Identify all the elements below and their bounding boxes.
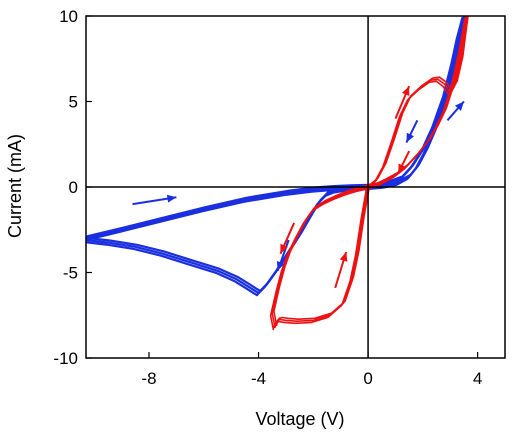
x-tick-label: 4 — [473, 369, 482, 388]
tick-layer: -8 -4 0 4 -10 -5 0 5 10 — [53, 7, 482, 388]
y-tick-label: 10 — [59, 7, 78, 26]
series-0-segment-4-trace-2 — [365, 17, 464, 191]
x-tick-label: -4 — [251, 369, 266, 388]
series-1-segment-3-trace-1 — [438, 16, 469, 92]
series-0-segment-0-trace-0 — [86, 238, 260, 295]
series-1-segment-2-trace-2 — [365, 80, 438, 190]
series-1-segment-2-trace-1 — [368, 76, 441, 186]
series-0-segment-0-trace-2 — [86, 241, 258, 297]
series-1-segment-4-trace-2 — [365, 17, 466, 190]
series-0-segment-4-trace-1 — [368, 16, 467, 186]
series-0-arrow-2 — [276, 239, 290, 272]
x-axis-title: Voltage (V) — [255, 409, 344, 429]
series-1-segment-0-trace-1 — [275, 184, 371, 327]
data-layer — [86, 16, 469, 331]
series-0-segment-2-trace-1 — [86, 183, 371, 238]
series-1-arrow-2 — [279, 222, 296, 255]
series-0-arrow-1 — [446, 100, 465, 121]
y-tick-label: 0 — [69, 178, 78, 197]
x-tick-label: 0 — [363, 369, 372, 388]
series-0-segment-0-trace-1 — [86, 236, 262, 293]
series-1-segment-1-trace-2 — [269, 188, 368, 331]
x-tick-label: -8 — [141, 369, 156, 388]
series-1-arrow-3 — [334, 251, 348, 289]
frame-layer — [85, 15, 506, 359]
y-tick-label: -10 — [53, 349, 78, 368]
series-0-arrow-0 — [132, 194, 177, 206]
y-tick-label: -5 — [63, 264, 78, 283]
y-tick-label: 5 — [69, 93, 78, 112]
series-1-arrow-1 — [397, 150, 411, 174]
series-1-arrow-0 — [394, 85, 411, 119]
series-0-arrow-3 — [405, 119, 419, 143]
series-0-segment-2-trace-2 — [86, 188, 368, 242]
y-axis-title: Current (mA) — [5, 134, 25, 238]
